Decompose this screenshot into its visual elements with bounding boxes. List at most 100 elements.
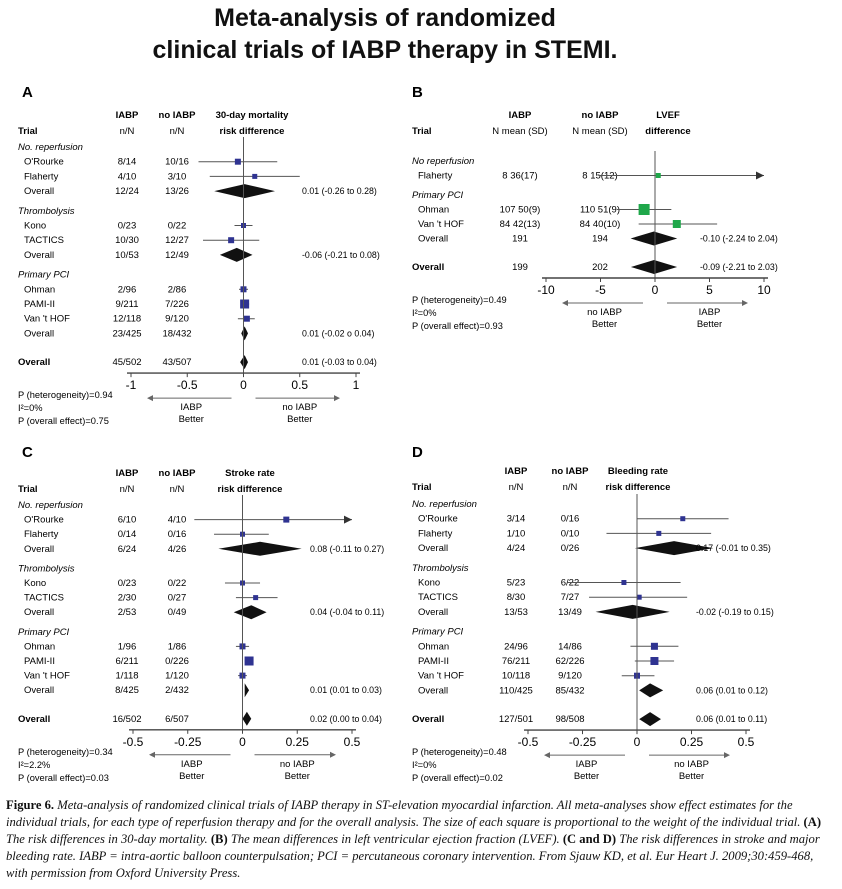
col-sub-no-iabp: N mean (SD) (572, 126, 627, 137)
caption-label: Figure 6. (6, 798, 55, 812)
pooled-diamond (244, 683, 250, 698)
col-sub-effect: risk difference (606, 482, 671, 493)
trial-label: Flaherty (24, 529, 59, 540)
col-header-iabp: IABP (509, 110, 532, 121)
figure-title: Meta-analysis of randomized clinical tri… (0, 2, 770, 66)
study-square (672, 220, 681, 228)
no-iabp-count: 1/120 (165, 671, 189, 682)
subgroup-label: Thrombolysis (18, 563, 75, 574)
pooled-estimate-text: 0.06 (0.01 to 0.12) (696, 685, 768, 695)
x-tick-label: 1 (353, 378, 360, 392)
subgroup-label: Primary PCI (412, 627, 464, 638)
iabp-count: 24/96 (504, 641, 528, 652)
figure-title-line-1: Meta-analysis of randomized (214, 4, 556, 32)
panel-letter: C (22, 444, 33, 461)
subgroup-label: No. reperfusion (18, 500, 83, 511)
subtotal-label: Overall (418, 234, 448, 245)
total-label: Overall (18, 714, 50, 725)
total-diamond (240, 355, 248, 370)
no-iabp-count: 12/27 (165, 235, 189, 246)
trial-label: TACTICS (418, 592, 458, 603)
caption-intro: Meta-analysis of randomized clinical tri… (6, 798, 801, 829)
iabp-count: 4/24 (507, 543, 526, 554)
x-tick-label: 0 (652, 283, 659, 297)
col-sub-no-iabp: n/N (170, 126, 185, 137)
pooled-estimate-text: 0.04 (-0.04 to 0.11) (310, 607, 384, 617)
x-tick-label: 0.5 (291, 378, 308, 392)
trial-label: O'Rourke (418, 514, 458, 525)
x-tick-label: -0.25 (174, 735, 202, 749)
iabp-count: 8 36(17) (502, 171, 537, 182)
x-tick-label: -0.5 (177, 378, 198, 392)
panel-letter: A (22, 84, 33, 101)
pooled-estimate-text: 0.08 (-0.11 to 0.27) (310, 544, 384, 554)
statistics-line: P (heterogeneity)=0.49 (412, 295, 507, 305)
pooled-diamond (214, 184, 275, 199)
iabp-count: 8/14 (118, 157, 137, 168)
col-header-trial: Trial (412, 482, 432, 493)
statistics-line: P (heterogeneity)=0.34 (18, 747, 113, 757)
iabp-count: 199 (512, 262, 528, 273)
pooled-estimate-text: 0.01 (-0.02 o 0.04) (302, 328, 374, 338)
no-iabp-count: 85/432 (555, 685, 584, 696)
no-iabp-count: 43/507 (162, 357, 191, 368)
iabp-count: 9/211 (115, 299, 138, 310)
no-iabp-count: 0/10 (561, 528, 580, 539)
x-tick-label: -0.5 (518, 735, 539, 749)
pooled-diamond (233, 605, 267, 620)
col-sub-no-iabp: n/N (170, 484, 185, 495)
statistics-line: P (overall effect)=0.02 (412, 773, 503, 783)
no-iabp-count: 98/508 (555, 714, 584, 725)
pooled-estimate-text: -0.09 (-2.21 to 2.03) (700, 262, 778, 272)
pooled-estimate-text: 0.02 (0.00 to 0.04) (310, 714, 382, 724)
favours-left-label: Better (179, 771, 204, 782)
col-sub-iabp: n/N (509, 482, 524, 493)
col-header-no-iabp: no IABP (159, 110, 197, 121)
iabp-count: 110/425 (499, 685, 533, 696)
trial-label: Van 't HOF (418, 671, 464, 682)
favours-right-arrowhead (334, 395, 340, 402)
x-tick-label: -5 (595, 283, 606, 297)
subtotal-label: Overall (24, 544, 54, 555)
favours-left-label: no IABP (587, 307, 622, 318)
col-header-effect: Stroke rate (225, 468, 275, 479)
favours-right-arrowhead (724, 752, 730, 759)
favours-right-label: no IABP (280, 759, 315, 770)
pooled-diamond (630, 231, 678, 246)
total-diamond (639, 712, 661, 727)
trial-label: Ohman (24, 641, 55, 652)
col-sub-iabp: n/N (120, 126, 135, 137)
iabp-count: 1/10 (507, 528, 526, 539)
no-iabp-count: 2/86 (168, 284, 187, 295)
statistics-line: P (heterogeneity)=0.48 (412, 747, 507, 757)
panel-b: B IABP no IABP LVEF Trial N mean (SD) N mean (… (412, 84, 778, 331)
trial-label: Ohman (418, 641, 449, 652)
trial-label: O'Rourke (24, 515, 64, 526)
subtotal-label: Overall (24, 186, 54, 197)
trial-label: Van 't HOF (24, 314, 70, 325)
favours-right-arrowhead (330, 751, 336, 758)
iabp-count: 0/23 (118, 221, 137, 232)
trial-label: Flaherty (24, 171, 59, 182)
no-iabp-count: 10/16 (165, 157, 189, 168)
no-iabp-count: 0/226 (165, 656, 189, 667)
trial-label: Kono (24, 221, 46, 232)
iabp-count: 1/118 (115, 671, 138, 682)
ci-arrow (344, 515, 352, 524)
col-header-iabp: IABP (116, 110, 139, 121)
trial-label: PAMI-II (418, 656, 449, 667)
col-sub-effect: risk difference (220, 126, 285, 137)
favours-left-label: IABP (576, 759, 598, 770)
favours-left-label: Better (574, 771, 599, 782)
total-label: Overall (412, 262, 444, 273)
no-iabp-count: 0/49 (168, 607, 187, 618)
trial-label: PAMI-II (24, 656, 55, 667)
no-iabp-count: 9/120 (165, 314, 189, 325)
favours-left-label: Better (179, 414, 204, 425)
caption-cd-label: (C and D) (562, 832, 617, 846)
favours-right-label: Better (679, 771, 704, 782)
no-iabp-count: 62/226 (555, 656, 584, 667)
iabp-count: 5/23 (507, 578, 526, 589)
pooled-estimate-text: -0.06 (-0.21 to 0.08) (302, 250, 380, 260)
iabp-count: 76/211 (502, 656, 530, 667)
